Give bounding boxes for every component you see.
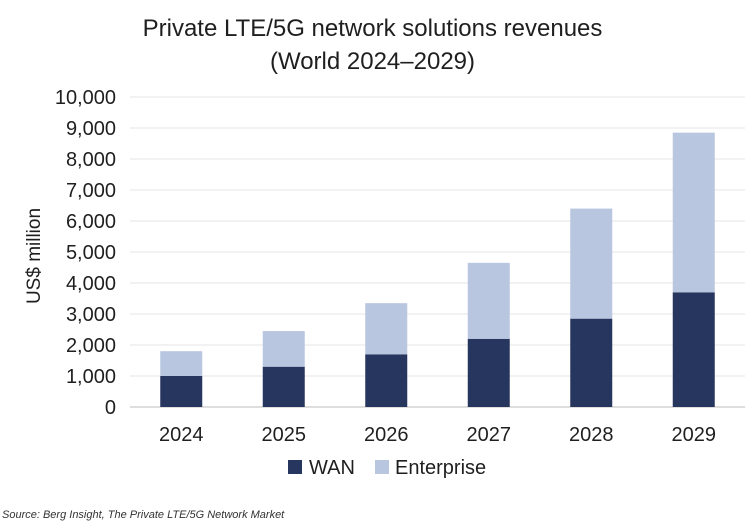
y-tick-label: 2,000 xyxy=(66,335,116,357)
bar-enterprise-2024 xyxy=(160,351,203,376)
chart-subtitle: (World 2024–2029) xyxy=(269,48,476,75)
source-note: Source: Berg Insight, The Private LTE/5G… xyxy=(2,509,285,521)
x-tick-label: 2028 xyxy=(569,424,614,446)
bar-enterprise-2025 xyxy=(262,331,305,367)
bar-wan-2028 xyxy=(570,318,613,407)
x-tick-label: 2024 xyxy=(159,424,204,446)
y-tick-label: 3,000 xyxy=(66,304,116,326)
legend-label-enterprise: Enterprise xyxy=(395,457,486,479)
bar-wan-2029 xyxy=(672,292,715,407)
x-tick-label: 2026 xyxy=(364,424,409,446)
y-tick-label: 0 xyxy=(105,397,116,419)
bar-enterprise-2029 xyxy=(672,132,715,293)
bar-enterprise-2028 xyxy=(570,208,613,319)
x-tick-label: 2029 xyxy=(672,424,717,446)
chart-plot: 0 1,000 2,000 3,000 4,000 5,000 6,000 7,000 8,00… xyxy=(24,87,745,479)
bar-wan-2027 xyxy=(467,338,510,407)
y-tick-label: 8,000 xyxy=(66,149,116,171)
x-tick-label: 2025 xyxy=(262,424,307,446)
bar-enterprise-2027 xyxy=(467,262,510,339)
chart-title: Private LTE/5G network solutions revenue… xyxy=(142,15,603,42)
y-tick-label: 10,000 xyxy=(55,87,116,109)
y-axis-label: US$ million xyxy=(24,208,45,304)
y-tick-label: 7,000 xyxy=(66,180,116,202)
bar-wan-2024 xyxy=(160,376,203,407)
legend-label-wan: WAN xyxy=(309,457,355,479)
y-tick-label: 1,000 xyxy=(66,366,116,388)
y-tick-label: 6,000 xyxy=(66,211,116,233)
y-tick-label: 9,000 xyxy=(66,118,116,140)
legend-swatch-enterprise xyxy=(375,460,389,474)
bar-enterprise-2026 xyxy=(365,303,408,355)
y-tick-label: 4,000 xyxy=(66,273,116,295)
bar-wan-2026 xyxy=(365,354,408,407)
x-tick-label: 2027 xyxy=(467,424,512,446)
y-tick-label: 5,000 xyxy=(66,242,116,264)
legend: WAN Enterprise xyxy=(288,457,486,479)
legend-swatch-wan xyxy=(288,460,302,474)
bar-wan-2025 xyxy=(262,366,305,407)
